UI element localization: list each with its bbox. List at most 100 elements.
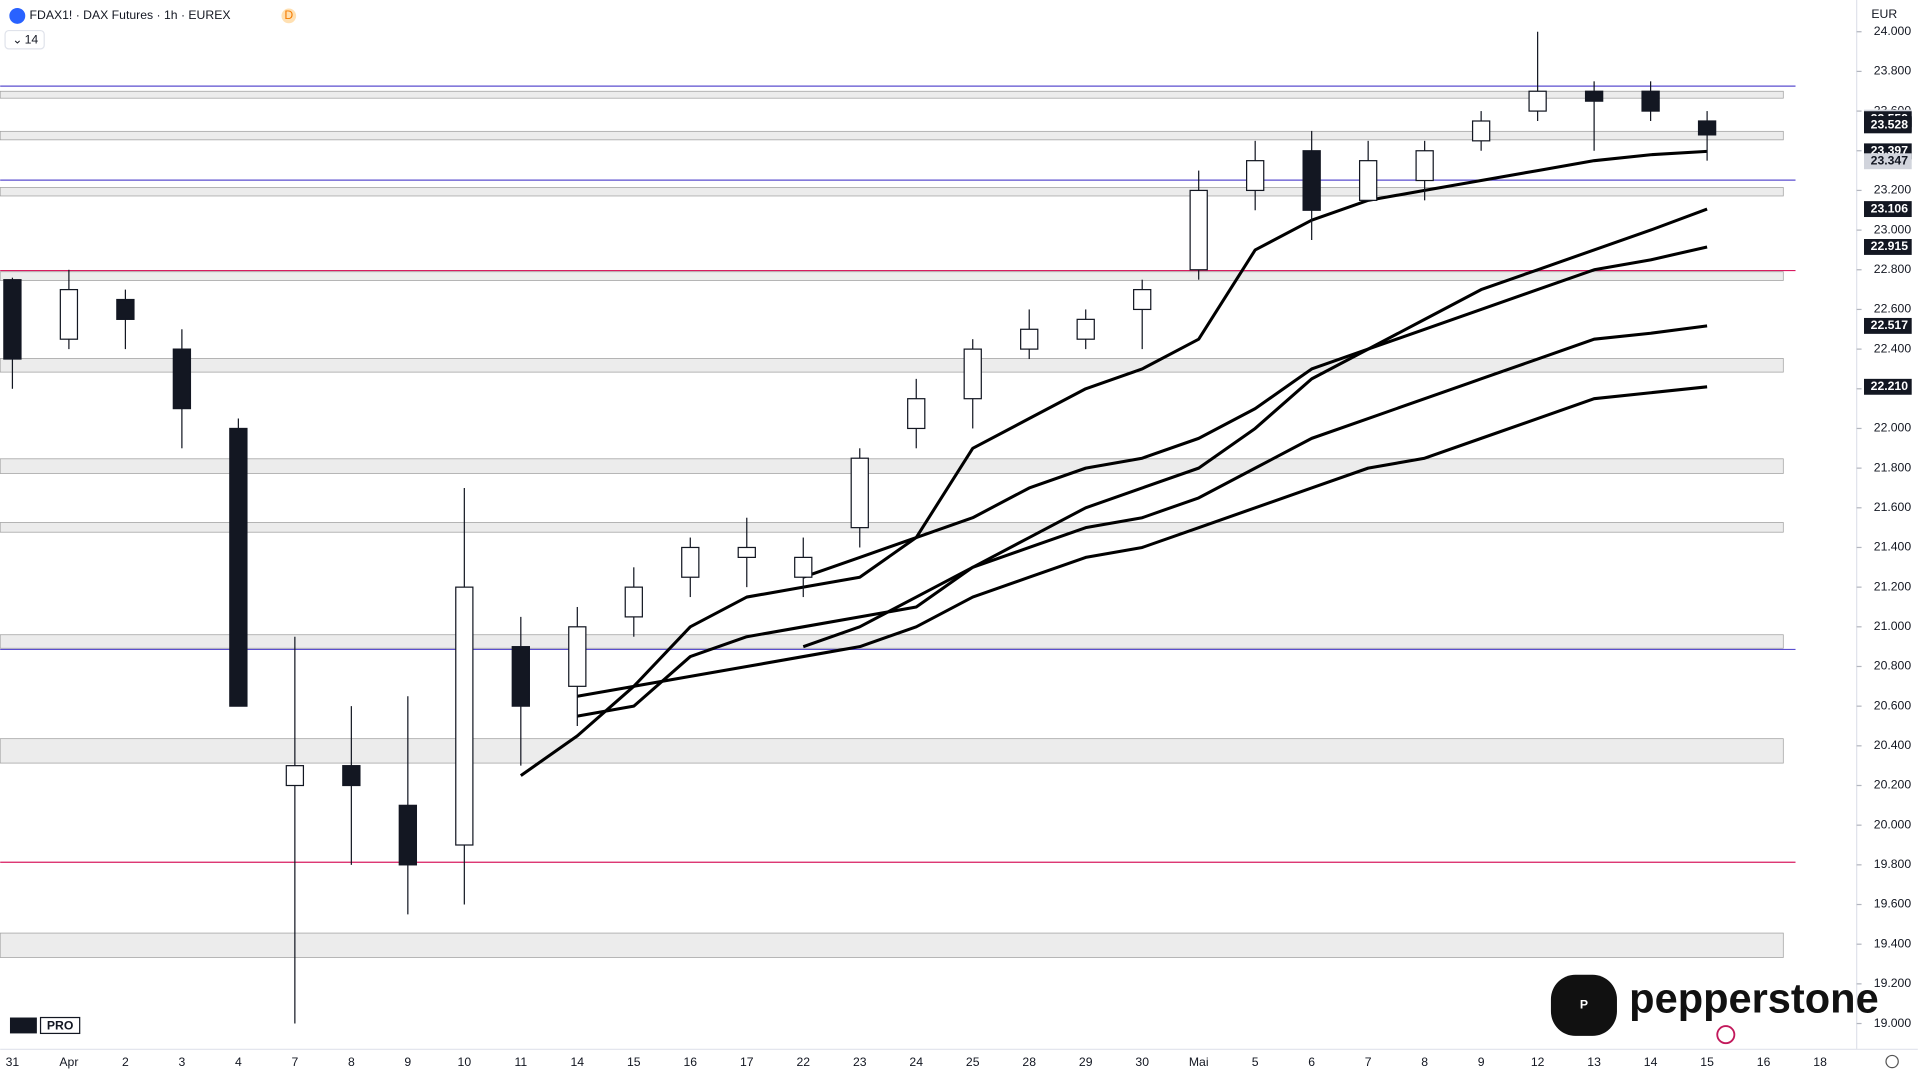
candle-body (1584, 90, 1604, 102)
candle-body (850, 457, 869, 529)
candle-body (1697, 120, 1717, 136)
settings[interactable] (1885, 1054, 1899, 1069)
symbol-icon (9, 7, 26, 24)
y-tick-label: 20.000 (1874, 817, 1912, 831)
candle-body (342, 765, 361, 787)
candle-body (455, 586, 474, 846)
candle-body (116, 298, 135, 320)
x-tick-label: 13 (1587, 1055, 1601, 1069)
zone (0, 458, 1784, 474)
y-tick-label: 21.600 (1874, 500, 1912, 514)
price-tag: 22.915 (1871, 239, 1909, 253)
candle-body (1246, 160, 1265, 192)
x-tick-label: 3 (178, 1055, 185, 1069)
band-line (802, 245, 1708, 579)
candle-body (1189, 189, 1208, 271)
candle-body (1020, 328, 1039, 350)
zone (0, 932, 1784, 958)
candle-body (963, 348, 982, 400)
zone (0, 738, 1784, 764)
band-line (577, 385, 1708, 698)
y-tick-label: 19.000 (1874, 1016, 1912, 1030)
x-tick-label: 9 (404, 1055, 411, 1069)
candle-body (172, 348, 192, 410)
candle-body (1641, 90, 1660, 112)
candle-body (907, 398, 926, 430)
x-tick-label: 5 (1252, 1055, 1259, 1069)
zone (0, 187, 1784, 197)
candle-body (3, 279, 22, 360)
x-tick-label: 23 (853, 1055, 867, 1069)
candle-body (398, 804, 418, 866)
bands (519, 149, 1708, 777)
x-tick-label: 6 (1308, 1055, 1315, 1069)
y-tick-label: 22.000 (1874, 421, 1912, 435)
zone (0, 522, 1784, 533)
candle-body (624, 586, 643, 618)
zones (0, 90, 1784, 958)
y-tick-label: 22.400 (1874, 341, 1912, 355)
brand-mark (1550, 974, 1617, 1036)
x-tick-label: 24 (909, 1055, 923, 1069)
x-tick-label: 30 (1135, 1055, 1149, 1069)
currency[interactable]: EUR (1871, 7, 1897, 21)
band-line (577, 207, 1708, 718)
tv-logo: PRO (9, 1016, 81, 1035)
brand-name: pepperstone (1629, 975, 1879, 1022)
candle-body (737, 546, 756, 558)
x-tick-label: 28 (1022, 1055, 1036, 1069)
x-tick-label: 7 (291, 1055, 298, 1069)
candle-body (1302, 150, 1321, 211)
price-tag: 23.106 (1871, 201, 1909, 215)
candle-body (1076, 318, 1095, 340)
zone (0, 90, 1784, 99)
price-tag-box (1864, 378, 1912, 395)
candle-body (568, 626, 587, 687)
indicator-toggle[interactable]: ⌄ (12, 33, 22, 47)
candle-body (1358, 160, 1378, 201)
candle-body (1528, 90, 1547, 112)
zone (0, 130, 1784, 141)
y-tick-label: 19.200 (1874, 976, 1912, 990)
x-tick-label: Mai (1189, 1055, 1209, 1069)
price-tag: 22.517 (1871, 318, 1909, 332)
y-tick-label: 23.200 (1874, 183, 1912, 197)
price-tag-box (1864, 239, 1912, 255)
x-tick-label: 31 (6, 1055, 20, 1069)
candle-body (59, 288, 79, 340)
band-line (519, 149, 1708, 777)
y-tick-label: 20.200 (1874, 778, 1912, 792)
indicator-value: 14 (25, 33, 39, 47)
x-tick-label: Apr (59, 1055, 78, 1069)
settings-icon[interactable] (1885, 1054, 1899, 1069)
candle-body (1471, 120, 1491, 142)
x-tick-label: 25 (966, 1055, 980, 1069)
zone (0, 271, 1784, 281)
y-tick-label: 19.800 (1874, 857, 1912, 871)
indicator-box[interactable] (4, 29, 45, 50)
x-tick-label: 9 (1478, 1055, 1485, 1069)
price-tag: 23.528 (1871, 118, 1909, 132)
x-tick-label: 8 (348, 1055, 355, 1069)
brand-icon (1716, 1025, 1736, 1045)
candle-body (1133, 288, 1152, 311)
x-tick-label: 14 (571, 1055, 585, 1069)
badge-circle (281, 8, 297, 24)
price-tag: 23.347 (1871, 153, 1909, 167)
x-tick-label: 8 (1421, 1055, 1428, 1069)
y-tick-label: 19.600 (1874, 897, 1912, 911)
tv-mark (9, 1017, 37, 1034)
y-tick-label: 23.000 (1874, 222, 1912, 236)
price-tag-box (1864, 201, 1912, 218)
candle-body (285, 765, 305, 787)
x-tick-label: 17 (740, 1055, 754, 1069)
x-tick-label: 2 (122, 1055, 129, 1069)
y-tick-label: 21.800 (1874, 460, 1912, 474)
y-tick-label: 23.800 (1874, 64, 1912, 78)
badge: D (284, 8, 293, 22)
candle-body (1415, 150, 1434, 182)
x-tick-label: 18 (1813, 1055, 1827, 1069)
x-tick-label: 16 (683, 1055, 697, 1069)
